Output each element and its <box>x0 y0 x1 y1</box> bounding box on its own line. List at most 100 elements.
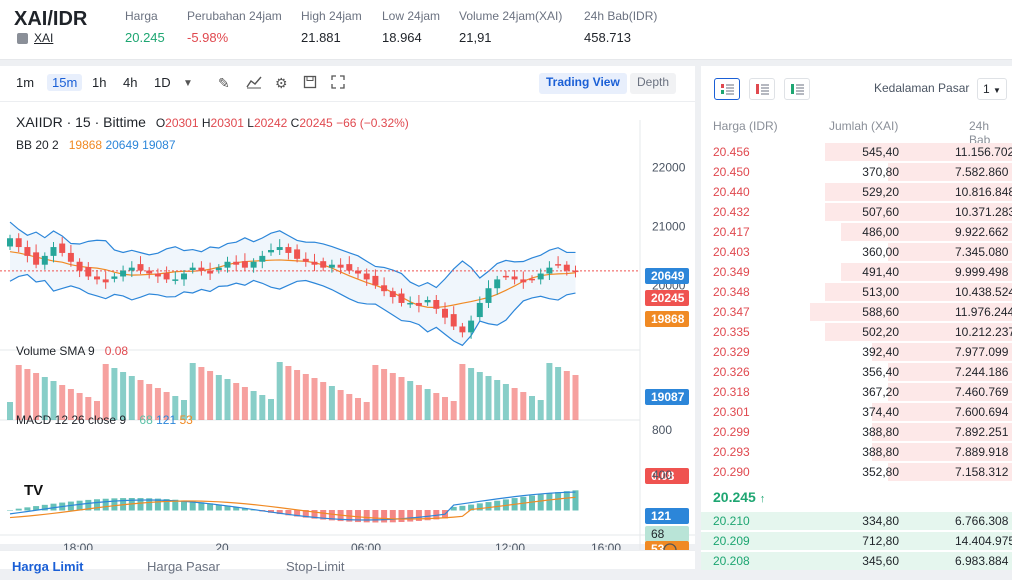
tradingview-logo[interactable]: TV <box>24 482 44 499</box>
bollinger-lower-line <box>9 273 576 347</box>
stat-change: Perubahan 24jam -5.98% <box>187 9 282 45</box>
volume-bar <box>502 384 509 420</box>
ask-row[interactable]: 20.326 356,40 7.244.186 <box>701 362 1012 382</box>
ask-row[interactable]: 20.290 352,80 7.158.312 <box>701 462 1012 482</box>
price-chart[interactable]: 220002100020000206492024519868190870.088… <box>0 102 695 580</box>
ask-row[interactable]: 20.348 513,00 10.438.524 <box>701 282 1012 302</box>
ask-row[interactable]: 20.318 367,20 7.460.769 <box>701 382 1012 402</box>
ask-price: 20.290 <box>713 465 750 479</box>
volume-tag-bg <box>645 468 689 484</box>
candle-body <box>389 291 396 298</box>
ask-row[interactable]: 20.450 370,80 7.582.860 <box>701 162 1012 182</box>
ask-depth-bar <box>888 463 1012 481</box>
candle-body <box>24 247 31 256</box>
depth-button[interactable]: Depth <box>630 73 677 94</box>
book-view-both-icon[interactable] <box>714 78 740 100</box>
ask-row[interactable]: 20.440 529,20 10.816.848 <box>701 182 1012 202</box>
volume-bar <box>424 389 431 420</box>
ask-row[interactable]: 20.293 388,80 7.889.918 <box>701 442 1012 462</box>
pencil-icon[interactable]: ✎ <box>218 75 230 91</box>
macd-histogram-bar <box>546 493 553 511</box>
volume-bar <box>398 377 405 420</box>
stat-value: 21,91 <box>459 30 492 45</box>
macd-histogram-bar <box>415 510 422 521</box>
ask-row[interactable]: 20.347 588,60 11.976.244 <box>701 302 1012 322</box>
candle-body <box>154 273 161 277</box>
macd-histogram-bar <box>207 503 214 511</box>
candle-body <box>328 264 335 268</box>
macd-histogram-bar <box>154 498 161 511</box>
volume-bar <box>381 369 388 420</box>
macd-histogram-bar <box>33 506 40 511</box>
bid-total: 6.983.884 <box>955 554 1009 568</box>
ask-depth-bar <box>825 283 1012 301</box>
save-icon[interactable] <box>303 75 317 92</box>
timeframe-dropdown-icon[interactable]: ▼ <box>183 78 193 89</box>
last-price-tag-bg <box>645 290 689 306</box>
tab-limit[interactable]: Harga Limit <box>12 559 84 574</box>
ask-row[interactable]: 20.417 486,00 9.922.662 <box>701 222 1012 242</box>
volume-bar <box>311 378 318 420</box>
timeframe-1d[interactable]: 1D <box>154 75 171 90</box>
ask-price: 20.335 <box>713 325 750 339</box>
ask-row[interactable]: 20.349 491,40 9.999.498 <box>701 262 1012 282</box>
depth-select[interactable]: 1 ▼ <box>977 78 1007 100</box>
tab-stop-limit[interactable]: Stop-Limit <box>286 559 345 574</box>
coin-link[interactable]: XAI <box>34 31 54 45</box>
ask-row[interactable]: 20.301 374,40 7.600.694 <box>701 402 1012 422</box>
volume-bar <box>59 385 66 420</box>
candle-body <box>372 275 379 286</box>
candle-body <box>224 261 231 268</box>
tradingview-button[interactable]: Trading View <box>539 73 627 94</box>
macd-histogram-bar <box>15 508 22 511</box>
ask-row[interactable]: 20.403 360,00 7.345.080 <box>701 242 1012 262</box>
volume-bar <box>468 368 475 420</box>
bid-price: 20.210 <box>713 514 750 528</box>
book-view-bids-icon[interactable] <box>784 78 810 100</box>
bid-row[interactable]: 20.208 345,60 6.983.884 <box>701 551 1012 571</box>
ask-row[interactable]: 20.299 388,80 7.892.251 <box>701 422 1012 442</box>
timeframe-1m[interactable]: 1m <box>16 75 35 90</box>
coin-icon <box>17 33 28 44</box>
timeframe-15m[interactable]: 15m <box>47 74 83 91</box>
ask-depth-bar <box>872 423 1012 441</box>
timeframe-1h[interactable]: 1h <box>92 75 107 90</box>
macd-histogram-bar <box>555 492 562 511</box>
ask-row[interactable]: 20.329 392,40 7.977.099 <box>701 342 1012 362</box>
macd-histogram-bar <box>311 510 318 519</box>
ask-row[interactable]: 20.432 507,60 10.371.283 <box>701 202 1012 222</box>
macd-histogram-bar <box>494 500 501 511</box>
ask-row[interactable]: 20.335 502,20 10.212.237 <box>701 322 1012 342</box>
macd-tag: 121 <box>651 509 671 523</box>
symbol-label: XAIIDR · 15 · Bittime <box>16 114 146 130</box>
candle-body <box>520 279 527 283</box>
ask-price: 20.403 <box>713 245 750 259</box>
candle-body <box>189 267 196 270</box>
volume-bar <box>511 388 518 420</box>
chart-toolbar: 1m 15m 1h 4h 1D ▼ ✎ ⚙ Trading View Depth <box>0 66 695 102</box>
volume-bar <box>476 372 483 420</box>
volume-bar <box>111 368 118 420</box>
ask-amount: 367,20 <box>862 385 899 399</box>
volume-bar <box>128 376 135 420</box>
gear-icon[interactable]: ⚙ <box>275 75 288 91</box>
ask-price: 20.326 <box>713 365 750 379</box>
volume-bar <box>189 363 196 420</box>
indicator-icon[interactable] <box>246 75 262 92</box>
volume-bar <box>102 364 109 420</box>
candle-body <box>250 261 257 268</box>
book-view-asks-icon[interactable] <box>749 78 775 100</box>
stat-low: Low 24jam 18.964 <box>382 9 440 45</box>
fullscreen-icon[interactable] <box>331 75 345 92</box>
ask-amount: 507,60 <box>862 205 899 219</box>
tab-market[interactable]: Harga Pasar <box>147 559 220 574</box>
bid-row[interactable]: 20.210 334,80 6.766.308 <box>701 511 1012 531</box>
timeframe-4h[interactable]: 4h <box>123 75 138 90</box>
pair-title[interactable]: XAI/IDR <box>14 8 88 30</box>
bid-total: 14.404.975 <box>955 534 1012 548</box>
volume-bar <box>433 393 440 420</box>
ask-row[interactable]: 20.456 545,40 11.156.702 <box>701 142 1012 162</box>
volume-bar <box>346 394 353 420</box>
candle-body <box>442 308 448 318</box>
bid-row[interactable]: 20.209 712,80 14.404.975 <box>701 531 1012 551</box>
